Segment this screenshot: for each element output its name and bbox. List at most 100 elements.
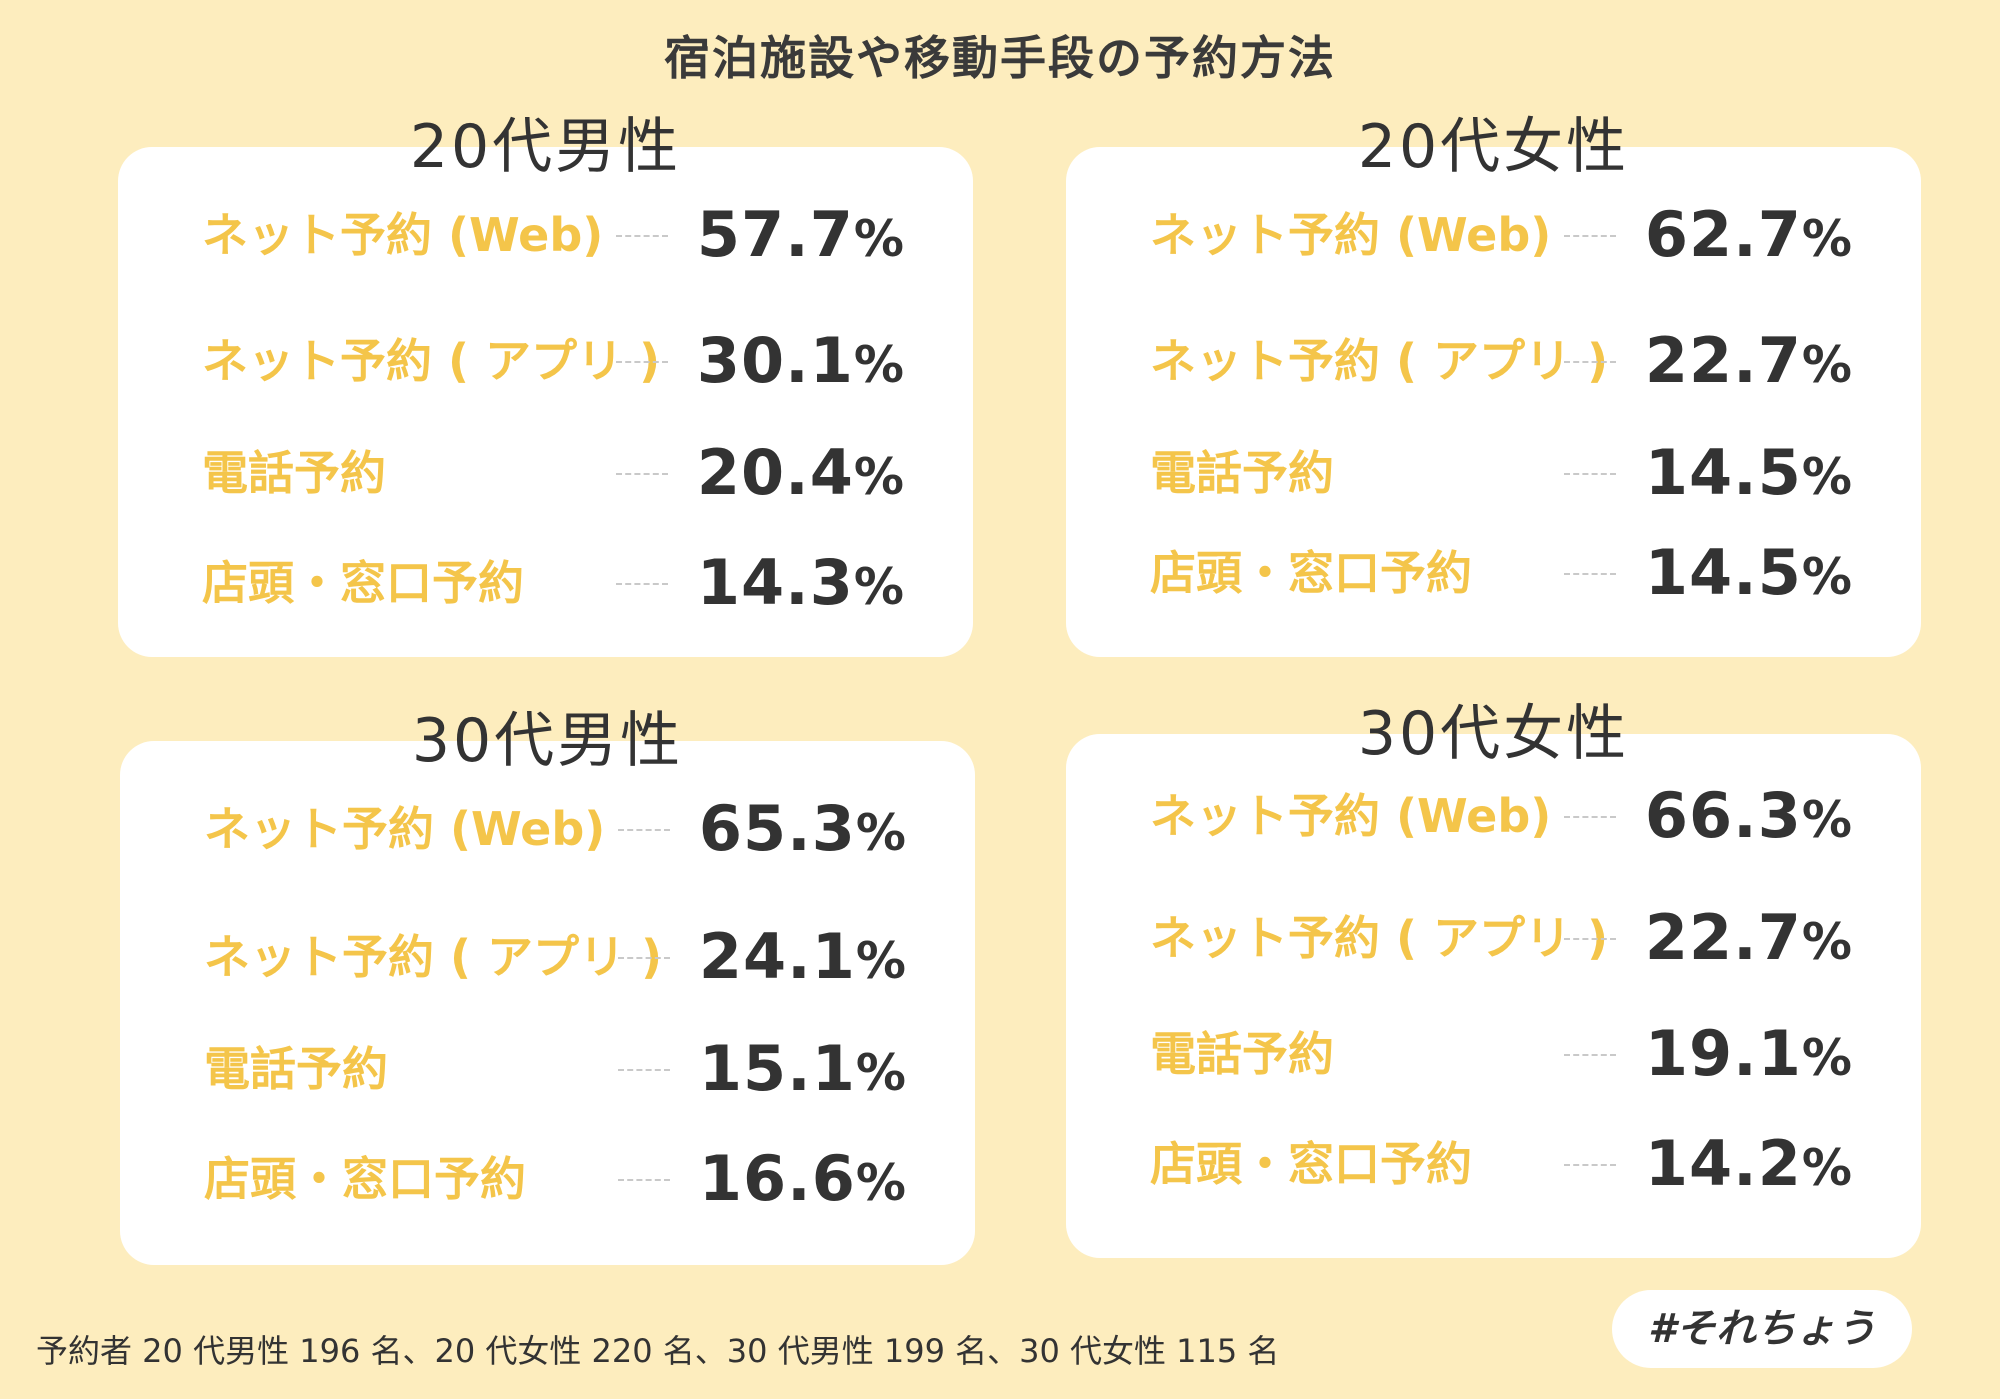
value-unit: % <box>855 1154 907 1212</box>
panel-30s-female: 30代女性 ネット予約 (Web) 66.3% ネット予約 ( アプリ ) 22.7%… <box>1066 699 1921 1258</box>
table-row: 店頭・窓口予約 16.6% <box>120 1139 975 1219</box>
row-value: 14.5% <box>1645 533 1853 617</box>
value-number: 22.7 <box>1644 901 1802 974</box>
value-unit: % <box>1801 336 1853 394</box>
row-label: 店頭・窓口予約 <box>1150 1137 1472 1191</box>
row-value: 14.2% <box>1645 1124 1853 1208</box>
dotted-leader <box>1564 816 1616 818</box>
row-value: 65.3% <box>699 789 907 873</box>
value-number: 14.5 <box>1644 436 1802 509</box>
row-value: 15.1% <box>699 1029 907 1113</box>
row-label: ネット予約 (Web) <box>1150 208 1552 262</box>
row-value: 19.1% <box>1645 1014 1853 1098</box>
page-title: 宿泊施設や移動手段の予約方法 <box>664 31 1336 85</box>
row-label: 電話予約 <box>1150 446 1334 500</box>
row-label: ネット予約 ( アプリ ) <box>202 334 661 388</box>
value-unit: % <box>1801 210 1853 268</box>
value-number: 22.7 <box>1644 324 1802 397</box>
dotted-leader <box>1564 361 1616 363</box>
panel-20s-female: 20代女性 ネット予約 (Web) 62.7% ネット予約 ( アプリ ) 22.7%… <box>1066 112 1921 657</box>
table-row: ネット予約 (Web) 57.7% <box>118 195 973 275</box>
value-number: 14.2 <box>1644 1127 1802 1200</box>
table-row: ネット予約 (Web) 66.3% <box>1066 776 1921 856</box>
dotted-leader <box>1564 235 1616 237</box>
dotted-leader <box>616 361 668 363</box>
dotted-leader <box>616 473 668 475</box>
dotted-leader <box>618 1179 670 1181</box>
row-value: 14.3% <box>697 543 905 627</box>
value-unit: % <box>855 804 907 862</box>
row-value: 57.7% <box>697 195 905 279</box>
value-number: 57.7 <box>696 198 854 271</box>
row-label: 店頭・窓口予約 <box>202 556 524 610</box>
row-label: ネット予約 (Web) <box>202 208 604 262</box>
row-value: 22.7% <box>1645 321 1853 405</box>
row-value: 16.6% <box>699 1139 907 1223</box>
table-row: ネット予約 ( アプリ ) 24.1% <box>120 917 975 997</box>
table-row: 電話予約 20.4% <box>118 433 973 513</box>
value-unit: % <box>1801 913 1853 971</box>
dotted-leader <box>1564 938 1616 940</box>
row-value: 30.1% <box>697 321 905 405</box>
dotted-leader <box>616 583 668 585</box>
dotted-leader <box>618 1069 670 1071</box>
row-label: 電話予約 <box>202 446 386 500</box>
table-row: 電話予約 19.1% <box>1066 1014 1921 1094</box>
row-value: 66.3% <box>1645 776 1853 860</box>
value-unit: % <box>853 336 905 394</box>
table-row: ネット予約 ( アプリ ) 22.7% <box>1066 321 1921 401</box>
value-number: 20.4 <box>696 436 854 509</box>
value-unit: % <box>855 1044 907 1102</box>
value-unit: % <box>1801 1029 1853 1087</box>
table-row: ネット予約 ( アプリ ) 22.7% <box>1066 898 1921 978</box>
table-row: ネット予約 (Web) 65.3% <box>120 789 975 869</box>
value-unit: % <box>1801 791 1853 849</box>
value-unit: % <box>1801 1139 1853 1197</box>
row-label: 電話予約 <box>1150 1027 1334 1081</box>
row-label: 店頭・窓口予約 <box>204 1152 526 1206</box>
dotted-leader <box>618 957 670 959</box>
panel-title: 30代女性 <box>1357 699 1630 769</box>
value-number: 14.3 <box>696 546 854 619</box>
row-label: 電話予約 <box>204 1042 388 1096</box>
footnote: 予約者 20 代男性 196 名、20 代女性 220 名、30 代男性 199… <box>36 1332 1280 1370</box>
row-label: ネット予約 ( アプリ ) <box>204 930 663 984</box>
table-row: ネット予約 (Web) 62.7% <box>1066 195 1921 275</box>
dotted-leader <box>1564 1164 1616 1166</box>
panel-title: 20代女性 <box>1357 112 1630 182</box>
row-label: ネット予約 (Web) <box>204 802 606 856</box>
row-value: 22.7% <box>1645 898 1853 982</box>
row-value: 62.7% <box>1645 195 1853 279</box>
value-number: 24.1 <box>698 920 856 993</box>
value-unit: % <box>1801 448 1853 506</box>
panel-title: 30代男性 <box>411 706 684 776</box>
table-row: 店頭・窓口予約 14.3% <box>118 543 973 623</box>
table-row: ネット予約 ( アプリ ) 30.1% <box>118 321 973 401</box>
row-label: ネット予約 (Web) <box>1150 789 1552 843</box>
value-unit: % <box>853 558 905 616</box>
value-number: 16.6 <box>698 1142 856 1215</box>
row-value: 14.5% <box>1645 433 1853 517</box>
dotted-leader <box>616 235 668 237</box>
value-unit: % <box>853 448 905 506</box>
panel-30s-male: 30代男性 ネット予約 (Web) 65.3% ネット予約 ( アプリ ) 24.1%… <box>120 706 975 1265</box>
dotted-leader <box>1564 473 1616 475</box>
value-unit: % <box>853 210 905 268</box>
value-number: 15.1 <box>698 1032 856 1105</box>
row-label: ネット予約 ( アプリ ) <box>1150 911 1609 965</box>
table-row: 電話予約 14.5% <box>1066 433 1921 513</box>
table-row: 店頭・窓口予約 14.2% <box>1066 1124 1921 1204</box>
panel-20s-male: 20代男性 ネット予約 (Web) 57.7% ネット予約 ( アプリ ) 30.1%… <box>118 112 973 657</box>
table-row: 電話予約 15.1% <box>120 1029 975 1109</box>
value-number: 62.7 <box>1644 198 1802 271</box>
panel-title: 20代男性 <box>409 112 682 182</box>
value-number: 66.3 <box>1644 779 1802 852</box>
value-unit: % <box>1801 548 1853 606</box>
row-value: 24.1% <box>699 917 907 1001</box>
value-number: 19.1 <box>1644 1017 1802 1090</box>
row-label: ネット予約 ( アプリ ) <box>1150 334 1609 388</box>
dotted-leader <box>1564 573 1616 575</box>
value-unit: % <box>855 932 907 990</box>
dotted-leader <box>1564 1054 1616 1056</box>
value-number: 65.3 <box>698 792 856 865</box>
